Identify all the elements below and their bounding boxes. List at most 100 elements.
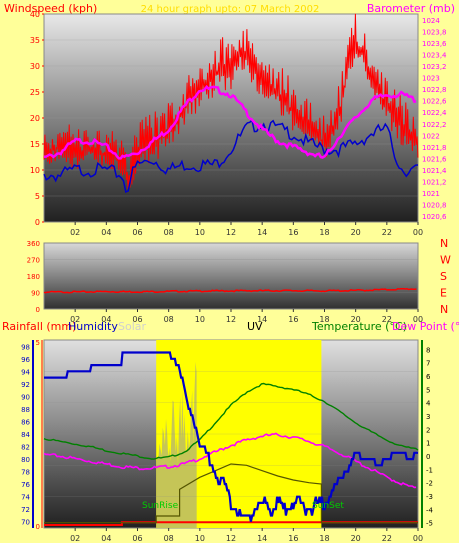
x-tick-label: 14 <box>257 315 267 324</box>
y2-tick-label: 1022,6 <box>422 98 447 106</box>
x-tick-label: 04 <box>101 228 111 237</box>
wind-direction-series <box>43 287 417 294</box>
uv-title: UV <box>247 320 263 333</box>
humidity-tick-label: 98 <box>21 343 30 351</box>
y2-tick-label: 1023,2 <box>422 63 447 71</box>
temperature-tick-label: 5 <box>426 386 430 394</box>
dewpoint-title: Dew Point (°C) <box>392 320 459 333</box>
y2-tick-label: 1021 <box>422 190 440 198</box>
y-tick-label: 35 <box>30 36 40 45</box>
direction-panel: 0 90 180 270 360 02 04 06 08 10 12 14 16 18 20 22 00 <box>27 240 423 324</box>
y2-tick-label: 1022,4 <box>422 109 447 117</box>
y-tick-label: 90 <box>31 290 40 298</box>
temperature-tick-label: 3 <box>426 413 430 421</box>
y2-tick-label: 1023 <box>422 75 440 83</box>
rainfall-series <box>44 521 418 526</box>
compass-label: E <box>440 287 447 300</box>
temperature-tick-label: -2 <box>426 480 433 488</box>
y2-tick-label: 1021,6 <box>422 155 447 163</box>
y2-tick-label: 1023,8 <box>422 28 447 36</box>
y2-tick-label: 1022,2 <box>422 121 447 129</box>
x-tick-label: 10 <box>195 534 205 543</box>
x-tick-label: 16 <box>288 315 298 324</box>
compass-label: N <box>440 237 448 250</box>
x-tick-label: 16 <box>288 534 298 543</box>
x-tick-label: 20 <box>351 228 361 237</box>
temperature-tick-label: 8 <box>426 346 430 354</box>
temperature-tick-label: 7 <box>426 360 430 368</box>
humidity-tick-label: 82 <box>21 444 30 452</box>
x-tick-label: 22 <box>382 534 392 543</box>
y-tick-label: 0 <box>35 218 40 227</box>
x-tick-label: 12 <box>226 315 236 324</box>
y2-tick-label: 1023,6 <box>422 40 447 48</box>
x-tick-label: 20 <box>351 534 361 543</box>
compass-label: N <box>440 303 448 316</box>
y2-tick-label: 1024 <box>422 17 440 25</box>
x-tick-label: 20 <box>351 315 361 324</box>
y2-tick-label: 1021,2 <box>422 179 447 187</box>
windspeed-average-series <box>43 118 419 193</box>
x-tick-label: 08 <box>164 315 174 324</box>
humidity-tick-label: 78 <box>21 469 30 477</box>
temperature-tick-label: 4 <box>426 400 431 408</box>
humidity-tick-label: 80 <box>21 456 30 464</box>
temperature-tick-label: -5 <box>426 520 433 528</box>
y-tick-label: 20 <box>30 114 40 123</box>
x-tick-label: 18 <box>319 534 329 543</box>
x-tick-label: 06 <box>132 315 142 324</box>
solar-series <box>156 361 197 528</box>
temperature-title: Temperature (°C) <box>311 320 407 333</box>
x-tick-label: 04 <box>101 534 111 543</box>
humidity-series <box>44 351 418 522</box>
wind-panel: 0 5 10 15 20 25 30 35 40 1020,6 1020,8 1021 1021,2 10… <box>30 10 447 237</box>
x-tick-label: 00 <box>413 315 423 324</box>
x-tick-label: 22 <box>382 228 392 237</box>
rain-tick-label: 5 <box>36 339 40 347</box>
x-tick-label: 18 <box>319 315 329 324</box>
x-tick-label: 12 <box>226 534 236 543</box>
x-tick-label: 02 <box>70 228 80 237</box>
x-tick-label: 02 <box>70 315 80 324</box>
y-tick-label: 5 <box>35 192 40 201</box>
humidity-tick-label: 86 <box>21 418 30 426</box>
x-tick-label: 18 <box>319 228 329 237</box>
x-tick-label: 22 <box>382 315 392 324</box>
barometer-series <box>43 84 417 160</box>
y2-tick-label: 1022,8 <box>422 86 447 94</box>
y-tick-label: 40 <box>30 10 40 19</box>
humidity-tick-label: 76 <box>21 481 30 489</box>
humidity-title: Humidity <box>68 320 118 333</box>
compass-label: W <box>440 254 451 267</box>
y-tick-label: 10 <box>30 166 40 175</box>
x-tick-label: 14 <box>257 228 267 237</box>
graph-period-title: 24 hour graph upto: 07 March 2002 <box>141 4 320 15</box>
humidity-tick-label: 74 <box>21 494 30 502</box>
x-tick-label: 10 <box>195 315 205 324</box>
y2-tick-label: 1020,8 <box>422 202 447 210</box>
temperature-series <box>43 382 419 460</box>
y2-tick-label: 1022 <box>422 132 440 140</box>
y2-tick-label: 1021,8 <box>422 144 447 152</box>
x-tick-label: 10 <box>195 228 205 237</box>
solar-title: Solar <box>118 320 147 333</box>
y-tick-label: 25 <box>30 88 40 97</box>
temperature-tick-label: -3 <box>426 493 433 501</box>
x-tick-label: 16 <box>288 228 298 237</box>
y-tick-label: 0 <box>36 306 40 314</box>
temperature-tick-label: 0 <box>426 453 430 461</box>
uv-series <box>44 463 418 524</box>
temperature-tick-label: 1 <box>426 440 430 448</box>
rain-tick-label: 0 <box>36 523 40 531</box>
humidity-tick-label: 96 <box>21 356 30 364</box>
x-tick-label: 08 <box>164 534 174 543</box>
y-tick-label: 180 <box>27 273 40 281</box>
temperature-tick-label: 2 <box>426 426 430 434</box>
y-tick-label: 15 <box>30 140 40 149</box>
temperature-tick-label: -4 <box>426 506 434 514</box>
x-tick-label: 04 <box>101 315 111 324</box>
y-tick-label: 30 <box>30 62 40 71</box>
temperature-tick-label: -1 <box>426 466 433 474</box>
